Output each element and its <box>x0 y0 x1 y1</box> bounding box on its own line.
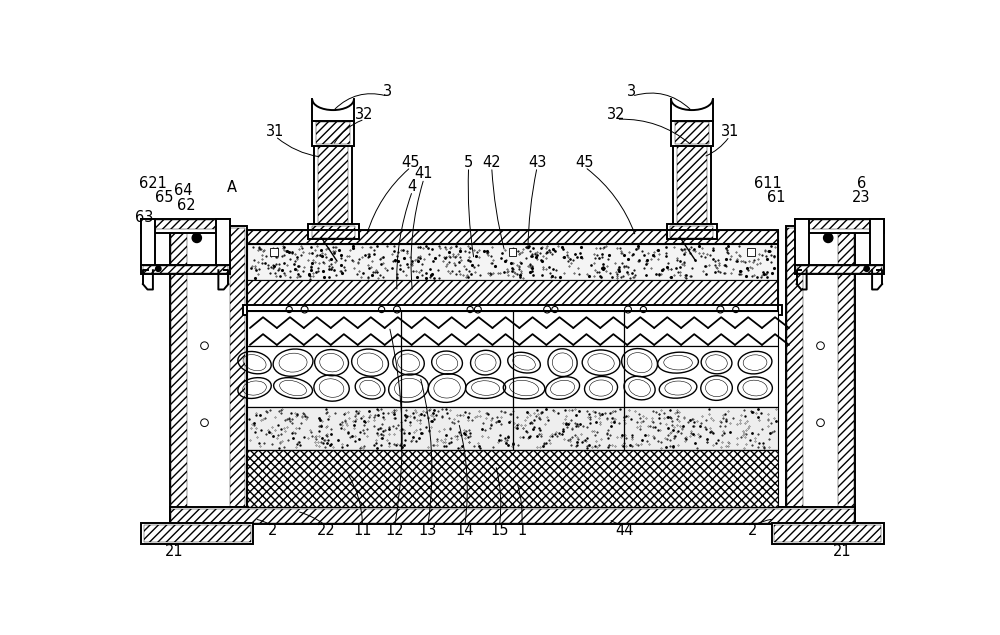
Text: 44: 44 <box>615 523 633 538</box>
Bar <box>141 265 230 274</box>
Text: 15: 15 <box>490 523 509 538</box>
Bar <box>270 248 278 256</box>
Bar <box>247 231 778 311</box>
Circle shape <box>824 233 833 243</box>
Text: A: A <box>226 180 236 196</box>
Text: 13: 13 <box>419 523 437 538</box>
Bar <box>247 311 778 507</box>
Bar <box>795 265 884 274</box>
Bar <box>795 218 809 269</box>
Text: 14: 14 <box>456 523 474 538</box>
Text: 4: 4 <box>408 179 417 194</box>
Bar <box>247 231 778 243</box>
Bar <box>314 144 352 231</box>
Text: 2: 2 <box>748 523 757 538</box>
Bar <box>673 144 711 231</box>
Text: 31: 31 <box>266 124 285 139</box>
Bar <box>144 525 251 542</box>
Bar <box>247 244 778 280</box>
Bar <box>797 220 882 229</box>
Text: 12: 12 <box>385 523 404 538</box>
Text: 31: 31 <box>720 124 739 139</box>
Text: 41: 41 <box>415 166 433 182</box>
Text: 6: 6 <box>857 177 866 192</box>
Text: 1: 1 <box>517 523 526 538</box>
Text: 22: 22 <box>317 523 336 538</box>
Bar <box>243 305 782 315</box>
Circle shape <box>192 233 201 243</box>
Text: 2: 2 <box>268 523 277 538</box>
Bar <box>312 225 355 238</box>
Text: 62: 62 <box>177 198 196 213</box>
Bar <box>870 218 884 269</box>
Bar <box>786 226 855 521</box>
Bar <box>141 218 230 232</box>
Text: 64: 64 <box>174 183 192 197</box>
Circle shape <box>864 266 869 271</box>
Bar <box>247 407 778 450</box>
Bar <box>170 507 855 525</box>
Bar <box>316 123 350 144</box>
Bar <box>247 280 778 311</box>
Text: 65: 65 <box>155 190 174 205</box>
Bar <box>747 248 755 256</box>
Bar <box>795 218 884 232</box>
Bar <box>312 121 354 145</box>
Bar <box>143 267 228 272</box>
Text: 45: 45 <box>402 155 420 170</box>
Text: 3: 3 <box>627 84 636 99</box>
Text: 621: 621 <box>139 177 167 192</box>
Bar <box>509 248 516 256</box>
Bar <box>797 267 882 272</box>
Text: 61: 61 <box>767 190 786 204</box>
Text: 5: 5 <box>464 155 473 170</box>
Text: 32: 32 <box>607 107 626 122</box>
Bar <box>772 523 884 544</box>
Bar <box>230 228 245 519</box>
Text: 63: 63 <box>135 210 154 225</box>
Bar <box>247 345 778 407</box>
Bar <box>318 145 348 229</box>
Text: 43: 43 <box>528 155 546 170</box>
Bar <box>216 218 230 269</box>
Bar <box>170 226 247 521</box>
Text: 11: 11 <box>353 523 372 538</box>
Bar <box>666 224 717 239</box>
Bar <box>670 225 713 238</box>
Text: 3: 3 <box>383 84 392 99</box>
Bar <box>247 450 778 507</box>
Bar <box>308 224 358 239</box>
Text: 32: 32 <box>355 107 374 122</box>
Bar <box>141 218 155 269</box>
Text: 611: 611 <box>754 177 782 192</box>
Bar <box>774 525 881 542</box>
Bar <box>143 220 228 229</box>
Text: 23: 23 <box>852 190 871 204</box>
Text: 21: 21 <box>164 544 183 559</box>
Bar <box>675 123 709 144</box>
Bar <box>677 145 707 229</box>
Text: 45: 45 <box>576 155 594 170</box>
Bar <box>247 311 778 345</box>
Bar <box>171 228 187 519</box>
Text: 21: 21 <box>833 544 851 559</box>
Text: 42: 42 <box>482 155 501 170</box>
Bar <box>171 509 854 523</box>
Bar <box>787 228 803 519</box>
Bar <box>141 523 253 544</box>
Circle shape <box>156 266 161 271</box>
Bar <box>838 228 854 519</box>
Bar <box>671 121 713 145</box>
